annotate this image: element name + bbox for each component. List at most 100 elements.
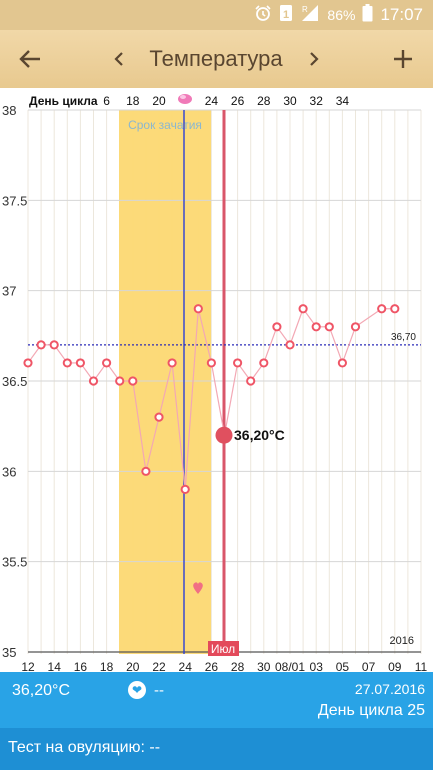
data-point [350,322,361,332]
selected-point-marker [215,426,233,444]
x-tick-label: 14 [48,660,62,672]
heart-icon [193,582,203,594]
data-point [246,376,256,386]
arrow-left-icon [19,50,40,68]
data-point [337,358,347,368]
back-button[interactable] [10,39,50,79]
data-point [285,340,295,350]
x-axis: 12 14 16 18 20 22 24 26 28 30 08/01 03 05 07 09 11 [21,660,428,674]
cycle-day-axis: 6 18 20 24 26 28 30 32 34 [103,94,349,108]
x-tick-label: 20 [126,660,140,672]
alarm-icon [254,4,272,26]
data-point [88,376,99,386]
signal-icon: R [300,4,320,26]
battery-level: 86% [327,7,356,23]
ovulation-test-row[interactable]: Тест на овуляцию: -- [0,728,433,770]
series-segment [132,380,147,472]
data-point [75,358,86,368]
x-tick-label: 12 [21,660,35,672]
sim-icon: 1 [279,4,293,26]
battery-icon [362,4,373,26]
cycle-tick-label: 28 [257,94,271,108]
data-point [298,304,308,314]
cycle-tick-label: 30 [283,94,297,108]
selected-temperature: 36,20°C [12,682,70,699]
heart-icon: ❤ [128,681,146,699]
series-segment [223,362,239,436]
status-icons: 1 R 86% 17:07 [254,0,423,30]
cycle-day: День цикла 25 [317,702,425,719]
data-point [233,358,243,368]
cycle-tick-label: 34 [336,94,350,108]
data-point [23,358,33,368]
series-segment [171,362,186,490]
x-tick-label: 07 [362,660,376,672]
cycle-tick-label: 6 [103,94,110,108]
y-tick-label: 38 [2,103,16,118]
x-tick-label: 18 [100,660,114,672]
y-tick-label: 37.5 [2,193,27,208]
cycle-tick-label: 32 [310,94,324,108]
series-segment [197,308,212,364]
x-tick-label: 28 [231,660,245,672]
coverline-label: 36,70 [391,332,416,343]
data-point [167,358,177,368]
series-segment [341,326,357,364]
chevron-left-icon [114,52,123,66]
data-point [180,484,190,494]
series-segment [355,308,383,328]
series-segment [263,326,278,364]
temperature-chart[interactable]: Срок зачатия 36,70 38 37.5 37 36.5 36 35.5 35 … [0,88,433,674]
month-label: Июл [211,642,235,656]
data-point [390,304,400,314]
chart-svg[interactable]: Срок зачатия 36,70 3837.53736.53635.535 … [0,88,433,674]
clock: 17:07 [380,5,423,24]
ovulation-marker-highlight [180,95,186,99]
x-tick-label: 22 [152,660,166,672]
data-point [206,358,216,368]
series-segment [289,308,304,346]
cycle-tick-label: 26 [231,94,245,108]
data-point [324,322,334,332]
prev-button[interactable] [108,44,130,74]
series-segment [184,308,199,490]
data-point [154,412,164,422]
cycle-day-header: День цикла [29,94,98,108]
data-point [141,466,151,476]
fertile-window-label: Срок зачатия [128,118,202,132]
add-button[interactable] [383,39,423,79]
y-tick-label: 35 [2,645,16,660]
data-point [36,340,46,350]
month-label-bg [208,641,239,656]
ovulation-test-text: Тест на овуляцию: -- [8,739,161,756]
x-tick-label: 11 [415,660,428,672]
cycle-tick-label: 24 [205,94,219,108]
x-tick-label: 16 [74,660,88,672]
data-point [115,376,125,386]
ovulation-day-marker [178,94,192,104]
cycle-tick-label: 18 [126,94,140,108]
data-point [62,358,72,368]
ovulation-mark: -- [154,682,164,699]
x-tick-label: 24 [179,660,193,672]
x-tick-label: 08/01 [275,660,305,672]
page-title: Температура [149,46,283,71]
x-tick-label: 03 [310,660,324,672]
svg-text:1: 1 [283,9,289,21]
svg-text:R: R [302,5,308,14]
series-segment [210,362,226,436]
selected-date: 27.07.2016 [354,681,425,697]
data-point [259,358,269,368]
selected-point-label: 36,20°C [234,427,285,443]
next-button[interactable] [303,44,325,74]
data-point [128,376,138,386]
data-point [311,322,321,332]
data-point [193,304,203,314]
data-point [49,340,59,350]
cycle-tick-label: 20 [152,94,166,108]
y-tick-label: 35.5 [2,555,27,570]
status-bar: 1 R 86% 17:07 [0,0,433,30]
day-summary-panel[interactable]: 36,20°C ❤ -- 27.07.2016 День цикла 25 [0,672,433,728]
x-tick-label: 26 [205,660,219,672]
data-point [272,322,282,332]
